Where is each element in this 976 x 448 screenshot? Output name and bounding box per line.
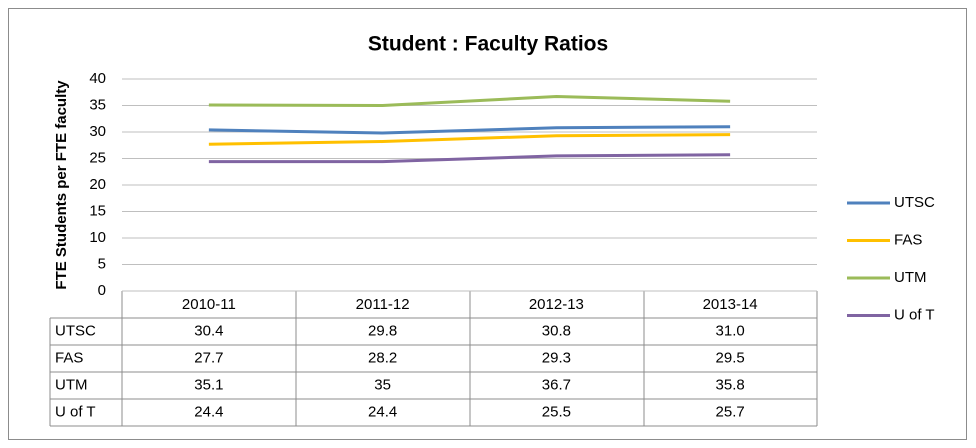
y-tick-label: 0 [98,282,106,299]
table-cell: 27.7 [194,349,223,366]
y-tick-label: 20 [89,176,106,193]
table-row-label: FAS [55,349,83,366]
series-line [208,94,731,107]
table-cell: 24.4 [194,403,223,420]
legend-label: U of T [894,306,935,323]
y-axis-label: FTE Students per FTE faculty [53,80,70,290]
table-cell: 25.7 [716,403,745,420]
chart-border [8,8,967,440]
data-table-lines [49,291,818,427]
table-cell: 28.2 [368,349,397,366]
series-line [208,133,731,146]
y-tick-label: 15 [89,202,106,219]
table-cell: 29.8 [368,322,397,339]
y-tick-label: 25 [89,149,106,166]
table-cell: 30.8 [542,322,571,339]
series-line [208,125,731,135]
table-cell: 35 [374,376,391,393]
series-line [208,153,731,164]
y-tick-label: 35 [89,96,106,113]
table-cell: 29.5 [716,349,745,366]
y-tick-label: 5 [98,255,106,272]
table-cell: 36.7 [542,376,571,393]
legend-label: UTM [894,269,927,286]
x-tick-label: 2012-13 [529,296,584,313]
y-tick-label: 10 [89,229,106,246]
table-cell: 25.5 [542,403,571,420]
table-cell: 30.4 [194,322,223,339]
table-cell: 35.1 [194,376,223,393]
legend-label: UTSC [894,194,935,211]
table-cell: 35.8 [716,376,745,393]
x-tick-label: 2013-14 [703,296,758,313]
table-row-label: UTM [55,376,88,393]
x-tick-label: 2010-11 [182,296,236,313]
table-cell: 29.3 [542,349,571,366]
table-row-label: UTSC [55,322,96,339]
table-row-label: U of T [55,403,96,420]
y-tick-label: 30 [89,123,106,140]
table-cell: 31.0 [716,322,745,339]
y-tick-label: 40 [89,70,106,87]
x-tick-label: 2011-12 [356,296,410,313]
chart-title: Student : Faculty Ratios [368,33,608,56]
legend-label: FAS [894,231,922,248]
table-cell: 24.4 [368,403,397,420]
